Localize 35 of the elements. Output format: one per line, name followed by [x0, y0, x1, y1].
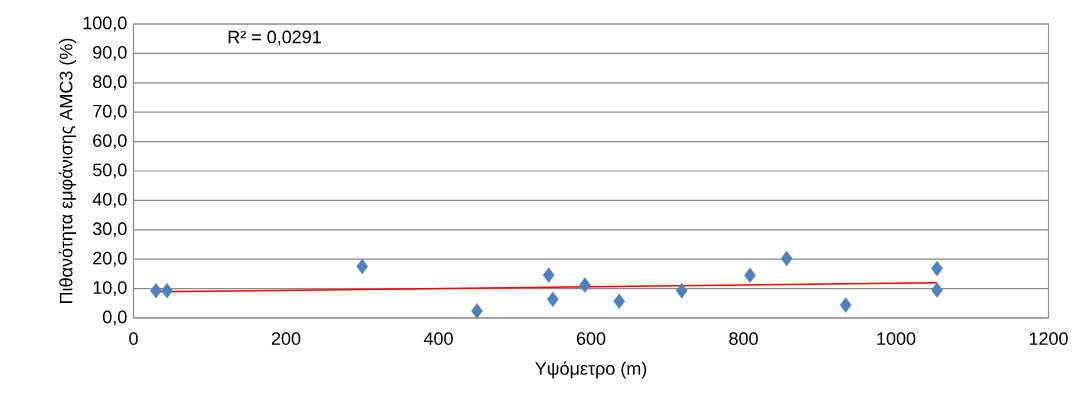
- x-axis-title: Υψόμετρο (m): [535, 361, 647, 379]
- x-tick-label: 0: [129, 332, 138, 345]
- point: [744, 267, 756, 284]
- point: [931, 260, 943, 277]
- y-tick-label: 40,0: [92, 192, 127, 208]
- y-tick-label: 10,0: [93, 281, 127, 297]
- x-tick-label: 1000: [877, 332, 916, 345]
- y-tick-label: 70,0: [93, 104, 127, 120]
- y-tick-label: 50,0: [92, 163, 127, 179]
- y-tick-label: 100,0: [83, 16, 127, 32]
- point: [780, 250, 793, 267]
- x-tick-label: 1200: [1029, 332, 1068, 345]
- point: [613, 293, 626, 309]
- point: [547, 291, 559, 307]
- x-tick-label: 800: [729, 332, 758, 345]
- y-axis-title: Πιθανότητα εμφάνισης AMC3 (%): [58, 38, 77, 303]
- y-tick-label: 90,0: [93, 45, 127, 61]
- x-tick-label: 600: [576, 332, 606, 345]
- point: [931, 282, 943, 298]
- annotation: R² = 0,0291: [228, 30, 321, 46]
- point: [839, 297, 852, 313]
- point: [471, 303, 483, 319]
- x-tick-label: 200: [271, 332, 301, 345]
- point: [675, 282, 688, 299]
- point: [150, 282, 162, 299]
- y-tick-label: 60,0: [93, 134, 127, 150]
- y-tick-label: 30,0: [92, 222, 127, 238]
- point: [356, 258, 369, 275]
- point: [161, 282, 173, 299]
- y-tick-label: 0,0: [102, 310, 127, 326]
- x-tick-label: 400: [423, 332, 453, 345]
- point: [579, 277, 591, 293]
- y-tick-label: 80,0: [93, 75, 127, 91]
- point: [542, 267, 555, 283]
- y-tick-label: 20,0: [93, 251, 127, 267]
